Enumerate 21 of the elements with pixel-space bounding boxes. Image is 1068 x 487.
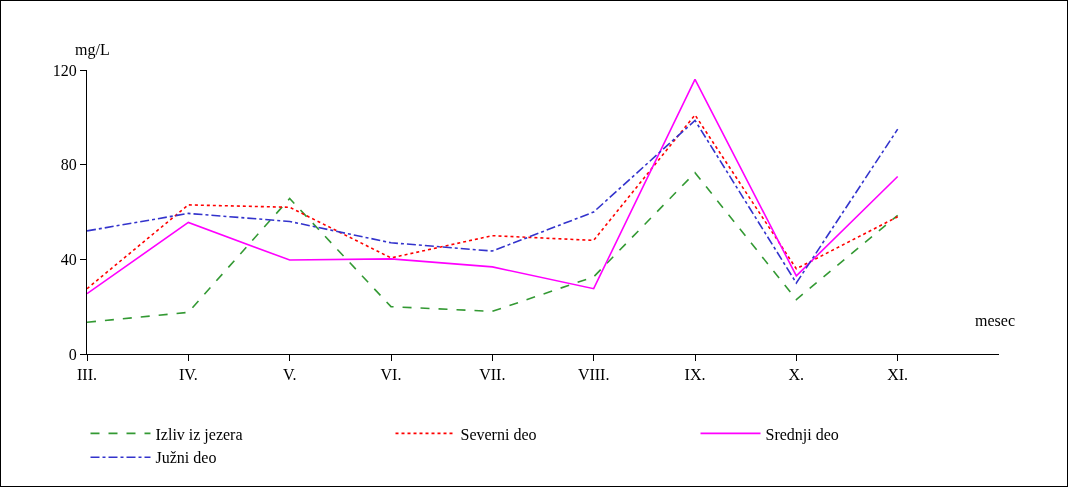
line-series: [87, 171, 899, 324]
x-tick-label: IV.: [178, 366, 198, 384]
x-tick-label: VIII.: [577, 366, 610, 384]
x-tick-label: III.: [77, 366, 97, 384]
legend-label: Izliv iz jezera: [155, 425, 243, 444]
y-axis-title: mg/L: [75, 41, 110, 59]
x-tick-label: VI.: [380, 366, 402, 384]
y-tick-label: 80: [60, 156, 77, 174]
x-tick-label: VII.: [479, 366, 506, 384]
x-axis-title: mesec: [975, 312, 1015, 329]
x-tick-label: XI.: [887, 366, 909, 384]
y-tick-label: 40: [60, 250, 77, 268]
y-tick-label: 120: [52, 61, 77, 79]
line-series: [87, 78, 899, 295]
legend-label: Srednji deo: [765, 425, 839, 444]
y-tick-label: 0: [68, 345, 77, 363]
x-tick-label: X.: [788, 366, 805, 384]
x-tick-label: V.: [282, 366, 297, 384]
legend-label: Južni deo: [155, 449, 217, 467]
legend-label: Severni deo: [460, 425, 537, 443]
x-tick-label: IX.: [684, 366, 706, 384]
